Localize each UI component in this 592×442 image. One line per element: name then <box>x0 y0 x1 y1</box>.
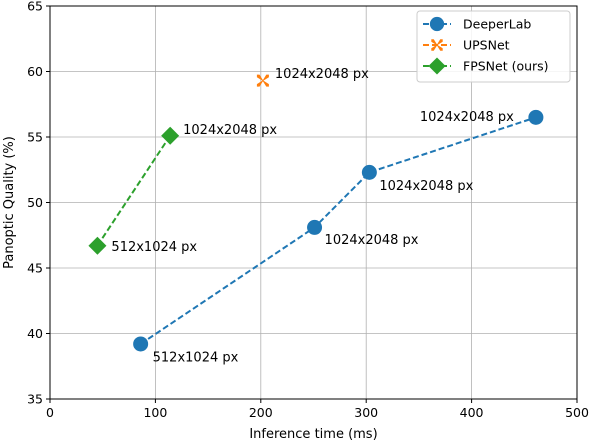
point-annotation: 1024x2048 px <box>275 67 369 82</box>
legend: DeeperLab UPSNet FPSNet (ours) <box>416 10 571 83</box>
data-point-diamond <box>161 126 180 145</box>
x-tick-label: 200 <box>249 405 273 420</box>
x-tick-label: 300 <box>354 405 378 420</box>
point-annotation: 1024x2048 px <box>420 110 514 125</box>
series-deeperlab <box>133 109 544 352</box>
legend-marker-x <box>431 39 443 51</box>
series-line <box>140 116 537 345</box>
series-layer <box>88 74 544 352</box>
legend-item: DeeperLab <box>423 17 531 32</box>
data-point-circle <box>307 219 323 235</box>
y-tick-label: 65 <box>27 0 43 14</box>
series-fpsnet-ours- <box>88 126 180 255</box>
data-point-circle <box>133 336 149 352</box>
series-upsnet <box>256 74 269 87</box>
legend-label: DeeperLab <box>463 17 531 32</box>
x-tick-label: 500 <box>565 405 589 420</box>
annotation-layer: 512x1024 px 1024x2048 px 1024x2048 px 1024x… <box>111 67 514 365</box>
point-annotation: 1024x2048 px <box>183 123 277 138</box>
x-tick-label: 100 <box>143 405 167 420</box>
legend-label: FPSNet (ours) <box>463 59 549 74</box>
y-tick-label: 55 <box>27 130 43 145</box>
y-axis-label: Panoptic Quality (%) <box>2 136 17 269</box>
x-tick-label: 400 <box>460 405 484 420</box>
point-annotation: 1024x2048 px <box>325 233 419 248</box>
point-annotation: 512x1024 px <box>153 350 239 365</box>
data-point-diamond <box>88 236 107 255</box>
point-annotation: 512x1024 px <box>111 240 197 255</box>
legend-label: UPSNet <box>463 38 510 53</box>
legend-item: FPSNet (ours) <box>423 57 549 75</box>
data-point-x <box>256 74 269 87</box>
tick-layer: 0 100 200 300 400 500 35 40 45 50 55 60 65 <box>27 0 589 420</box>
y-tick-label: 35 <box>27 392 43 407</box>
legend-marker-diamond <box>428 57 446 75</box>
legend-box <box>416 10 571 83</box>
x-tick-label: 0 <box>46 405 54 420</box>
data-point-circle <box>528 109 544 125</box>
y-tick-label: 40 <box>27 326 43 341</box>
point-annotation: 1024x2048 px <box>379 179 473 194</box>
y-tick-label: 45 <box>27 261 43 276</box>
series-line <box>96 135 171 247</box>
y-tick-label: 60 <box>27 64 43 79</box>
data-point-circle <box>361 164 377 180</box>
legend-item: UPSNet <box>423 38 510 53</box>
y-tick-label: 50 <box>27 195 43 210</box>
x-axis-label: Inference time (ms) <box>249 427 377 442</box>
legend-marker-circle <box>429 16 445 32</box>
